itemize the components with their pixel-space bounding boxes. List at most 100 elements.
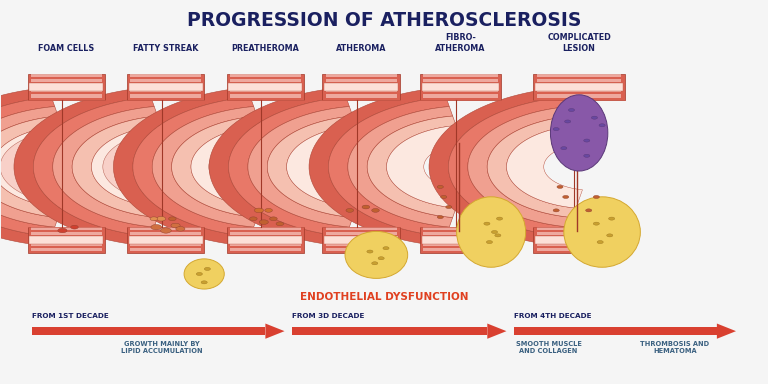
Polygon shape	[386, 126, 462, 208]
Polygon shape	[717, 324, 736, 339]
Polygon shape	[487, 116, 576, 217]
Polygon shape	[0, 97, 55, 237]
FancyBboxPatch shape	[230, 248, 301, 251]
Polygon shape	[266, 324, 284, 339]
FancyBboxPatch shape	[533, 227, 625, 253]
FancyBboxPatch shape	[326, 74, 396, 77]
FancyBboxPatch shape	[230, 94, 301, 98]
Circle shape	[372, 209, 379, 212]
FancyBboxPatch shape	[228, 83, 303, 91]
Text: SMOOTH MUSCLE
AND COLLAGEN: SMOOTH MUSCLE AND COLLAGEN	[515, 341, 581, 354]
Polygon shape	[91, 126, 163, 208]
FancyBboxPatch shape	[326, 232, 396, 235]
Circle shape	[71, 225, 78, 229]
Ellipse shape	[564, 197, 641, 267]
Polygon shape	[171, 116, 260, 217]
Circle shape	[594, 222, 599, 225]
Circle shape	[445, 205, 452, 209]
FancyBboxPatch shape	[29, 236, 104, 244]
Polygon shape	[329, 97, 449, 237]
Circle shape	[171, 223, 180, 228]
Circle shape	[591, 116, 598, 119]
Circle shape	[594, 195, 599, 199]
FancyBboxPatch shape	[537, 74, 621, 77]
Circle shape	[254, 208, 263, 213]
Text: FIBRO-
ATHEROMA: FIBRO- ATHEROMA	[435, 33, 486, 53]
Text: FOAM CELLS: FOAM CELLS	[38, 44, 94, 53]
Polygon shape	[314, 139, 361, 195]
Text: ENDOTHELIAL DYSFUNCTION: ENDOTHELIAL DYSFUNCTION	[300, 292, 468, 302]
Circle shape	[557, 185, 563, 189]
Polygon shape	[507, 126, 582, 208]
FancyBboxPatch shape	[31, 84, 102, 87]
Circle shape	[495, 234, 501, 237]
Circle shape	[608, 217, 614, 220]
Circle shape	[378, 257, 384, 260]
FancyBboxPatch shape	[31, 227, 102, 230]
FancyBboxPatch shape	[230, 84, 301, 87]
Circle shape	[484, 222, 490, 225]
Polygon shape	[152, 106, 257, 227]
FancyBboxPatch shape	[28, 74, 105, 100]
FancyBboxPatch shape	[537, 89, 621, 93]
FancyBboxPatch shape	[423, 94, 498, 98]
FancyBboxPatch shape	[131, 74, 201, 77]
Circle shape	[270, 217, 277, 221]
Polygon shape	[533, 144, 582, 190]
Polygon shape	[248, 106, 353, 227]
Circle shape	[151, 225, 161, 230]
FancyBboxPatch shape	[537, 248, 621, 251]
FancyBboxPatch shape	[326, 94, 396, 98]
Polygon shape	[488, 324, 506, 339]
Circle shape	[157, 217, 166, 221]
FancyBboxPatch shape	[131, 232, 201, 235]
FancyBboxPatch shape	[129, 236, 203, 244]
Circle shape	[599, 124, 605, 127]
FancyBboxPatch shape	[127, 74, 204, 100]
FancyBboxPatch shape	[326, 79, 396, 82]
Ellipse shape	[184, 259, 224, 289]
FancyBboxPatch shape	[422, 236, 499, 244]
Polygon shape	[367, 116, 456, 217]
Text: THROMBOSIS AND
HEMATOMA: THROMBOSIS AND HEMATOMA	[641, 341, 710, 354]
Ellipse shape	[345, 232, 408, 278]
Text: COMPLICATED
LESION: COMPLICATED LESION	[548, 33, 611, 53]
Polygon shape	[14, 88, 151, 246]
FancyBboxPatch shape	[230, 238, 301, 241]
FancyBboxPatch shape	[423, 243, 498, 246]
FancyBboxPatch shape	[422, 83, 499, 91]
FancyBboxPatch shape	[420, 227, 501, 253]
Circle shape	[250, 217, 257, 221]
Circle shape	[597, 240, 603, 243]
FancyBboxPatch shape	[423, 74, 498, 77]
Circle shape	[607, 234, 613, 237]
Circle shape	[437, 215, 443, 218]
FancyBboxPatch shape	[31, 74, 102, 77]
FancyBboxPatch shape	[131, 243, 201, 246]
FancyBboxPatch shape	[127, 227, 204, 253]
FancyBboxPatch shape	[423, 89, 498, 93]
Circle shape	[486, 240, 492, 243]
Polygon shape	[348, 106, 452, 227]
Circle shape	[441, 195, 447, 199]
FancyBboxPatch shape	[324, 236, 398, 244]
FancyBboxPatch shape	[533, 74, 625, 100]
Circle shape	[586, 209, 592, 212]
FancyBboxPatch shape	[423, 248, 498, 251]
Polygon shape	[209, 134, 263, 199]
Polygon shape	[191, 126, 263, 208]
Polygon shape	[267, 116, 356, 217]
Polygon shape	[449, 97, 569, 237]
Circle shape	[204, 267, 210, 270]
FancyBboxPatch shape	[326, 227, 396, 230]
FancyBboxPatch shape	[230, 79, 301, 82]
Polygon shape	[429, 88, 566, 246]
FancyBboxPatch shape	[326, 248, 396, 251]
Circle shape	[492, 230, 498, 233]
FancyBboxPatch shape	[227, 74, 304, 100]
FancyBboxPatch shape	[535, 83, 623, 91]
Polygon shape	[0, 88, 51, 246]
FancyBboxPatch shape	[537, 227, 621, 230]
Circle shape	[346, 209, 353, 212]
FancyBboxPatch shape	[28, 227, 105, 253]
